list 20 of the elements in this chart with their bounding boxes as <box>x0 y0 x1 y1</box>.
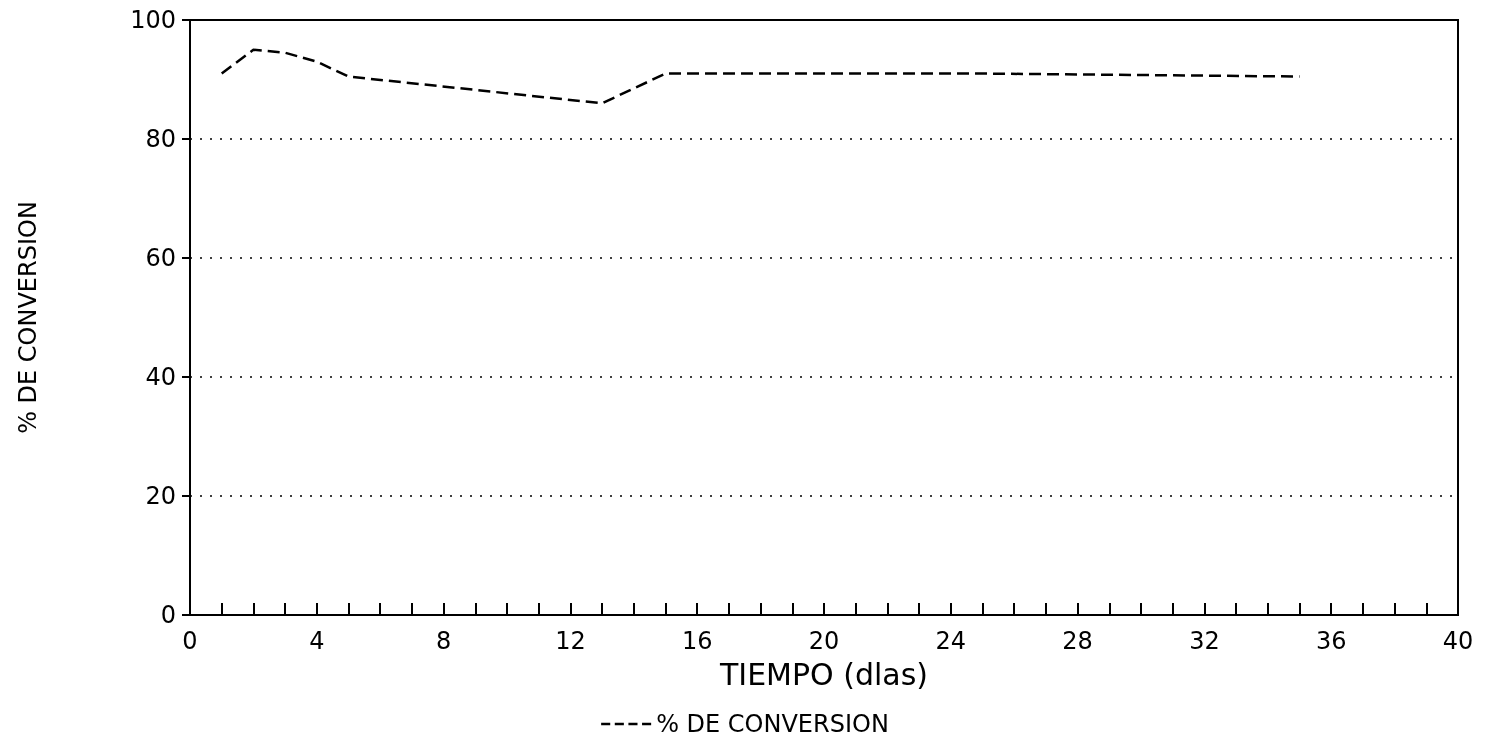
x-tick-label: 20 <box>808 627 840 655</box>
x-tick-label: 8 <box>435 627 452 655</box>
y-tick-label: 0 <box>160 601 176 629</box>
y-tick-label: 20 <box>145 482 176 510</box>
x-tick-label: 40 <box>1442 627 1474 655</box>
x-tick-label: 24 <box>935 627 967 655</box>
x-tick-label: 36 <box>1315 627 1347 655</box>
y-tick-label: 40 <box>145 363 176 391</box>
y-tick-label: 100 <box>130 6 176 34</box>
x-axis-title: TIEMPO (dlas) <box>718 656 929 692</box>
x-tick-label: 32 <box>1189 627 1220 655</box>
y-tick-label: 60 <box>145 244 176 272</box>
x-tick-label: 16 <box>681 627 713 655</box>
legend-label: % DE CONVERSION <box>656 710 889 738</box>
y-tick-label: 80 <box>145 125 176 153</box>
x-tick-label: 4 <box>309 627 325 655</box>
x-tick-label: 0 <box>182 627 198 655</box>
y-axis-title: % DE CONVERSION <box>14 201 42 434</box>
x-tick-label: 28 <box>1062 627 1093 655</box>
x-tick-label: 12 <box>555 627 586 655</box>
